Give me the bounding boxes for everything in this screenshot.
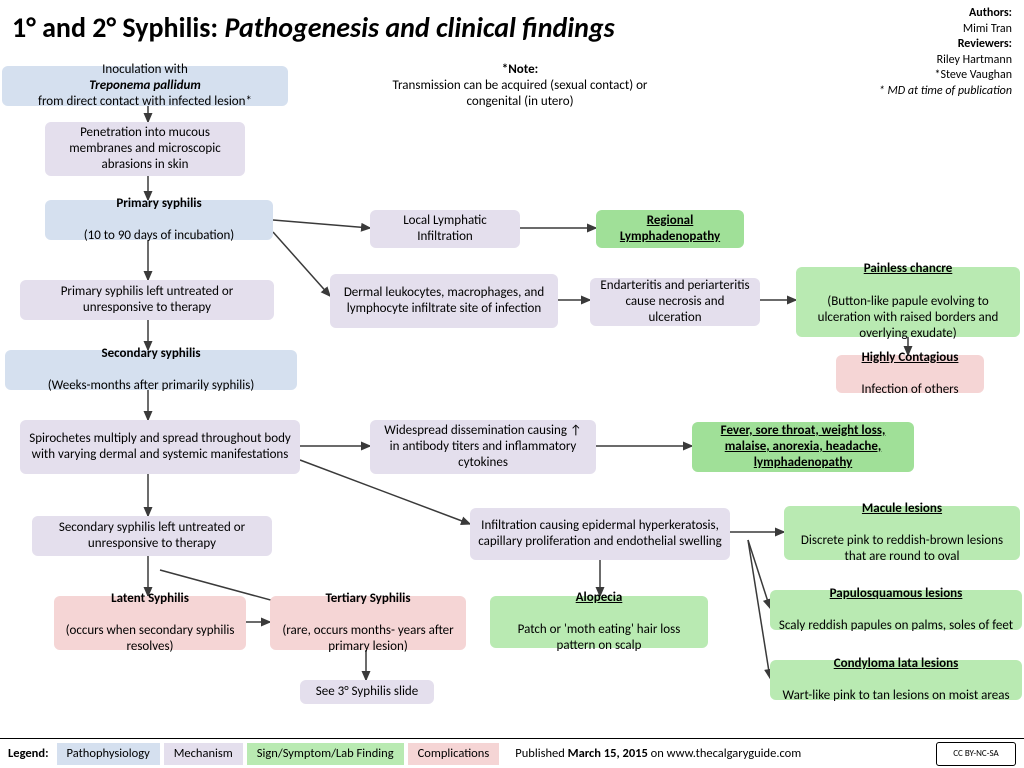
node-penet: Penetration into mucous membranes and mi… xyxy=(45,122,245,176)
reviewer-name: *Steve Vaughan xyxy=(879,68,1012,84)
legend-bar: Legend: Pathophysiology Mechanism Sign/S… xyxy=(0,738,1024,768)
node-latent: Latent Syphilis(occurs when secondary sy… xyxy=(54,596,246,650)
legend-chip-sign: Sign/Symptom/Lab Finding xyxy=(247,743,404,765)
node-contag: Highly ContagiousInfection of others xyxy=(836,355,984,393)
node-dermal: Dermal leukocytes, macrophages, and lymp… xyxy=(330,274,558,328)
legend-chip-complication: Complications xyxy=(408,743,500,765)
title-suffix: Pathogenesis and clinical findings xyxy=(224,10,614,45)
reviewers-label: Reviewers: xyxy=(879,37,1012,53)
credits-footnote: * MD at time of publication xyxy=(879,84,1012,100)
node-infilt: Infiltration causing epidermal hyperkera… xyxy=(470,508,730,560)
title-prefix: 1° and 2° Syphilis: xyxy=(12,10,218,45)
node-secondary: Secondary syphilis(Weeks-months after pr… xyxy=(5,350,297,390)
node-note: *Note: Transmission can be acquired (sex… xyxy=(370,66,670,106)
node-tertiary: Tertiary Syphilis(rare, occurs months- y… xyxy=(270,596,466,650)
node-spiro: Spirochetes multiply and spread througho… xyxy=(20,420,300,474)
page-title: 1° and 2° Syphilis: Pathogenesis and cli… xyxy=(12,10,615,45)
node-untreated2: Secondary syphilis left untreated or unr… xyxy=(32,516,272,556)
node-inoc: Inoculation with Treponema pallidum from… xyxy=(2,66,288,106)
node-condy: Condyloma lata lesionsWart-like pink to … xyxy=(770,660,1022,700)
node-lymphinf: Local Lymphatic Infiltration xyxy=(370,210,520,248)
published-text: Published March 15, 2015 on www.thecalga… xyxy=(515,746,936,761)
legend-chip-pathophys: Pathophysiology xyxy=(57,743,160,765)
node-papulo: Papulosquamous lesionsScaly reddish papu… xyxy=(770,590,1022,630)
node-chancre: Painless chancre(Button-like papule evol… xyxy=(796,267,1020,337)
node-primary: Primary syphilis(10 to 90 days of incuba… xyxy=(45,200,273,240)
cc-license-icon: CC BY-NC-SA xyxy=(936,742,1016,766)
node-endart: Endarteritis and periarteritis cause nec… xyxy=(590,278,760,326)
node-see3: See 3° Syphilis slide xyxy=(300,680,434,704)
node-untreated1: Primary syphilis left untreated or unres… xyxy=(20,280,274,320)
legend-chip-mechanism: Mechanism xyxy=(164,743,243,765)
node-macule: Macule lesionsDiscrete pink to reddish-b… xyxy=(784,506,1020,560)
reviewer-name: Riley Hartmann xyxy=(879,53,1012,69)
authors-label: Authors: xyxy=(879,6,1012,22)
author-name: Mimi Tran xyxy=(879,22,1012,38)
node-fever: Fever, sore throat, weight loss, malaise… xyxy=(692,422,914,472)
node-wide: Widespread dissemination causing ↑ in an… xyxy=(370,420,596,474)
legend-label: Legend: xyxy=(0,746,57,761)
node-regional: Regional Lymphadenopathy xyxy=(596,210,744,248)
credits-block: Authors: Mimi Tran Reviewers: Riley Hart… xyxy=(879,6,1012,100)
node-alopecia: AlopeciaPatch or 'moth eating' hair loss… xyxy=(490,596,708,648)
